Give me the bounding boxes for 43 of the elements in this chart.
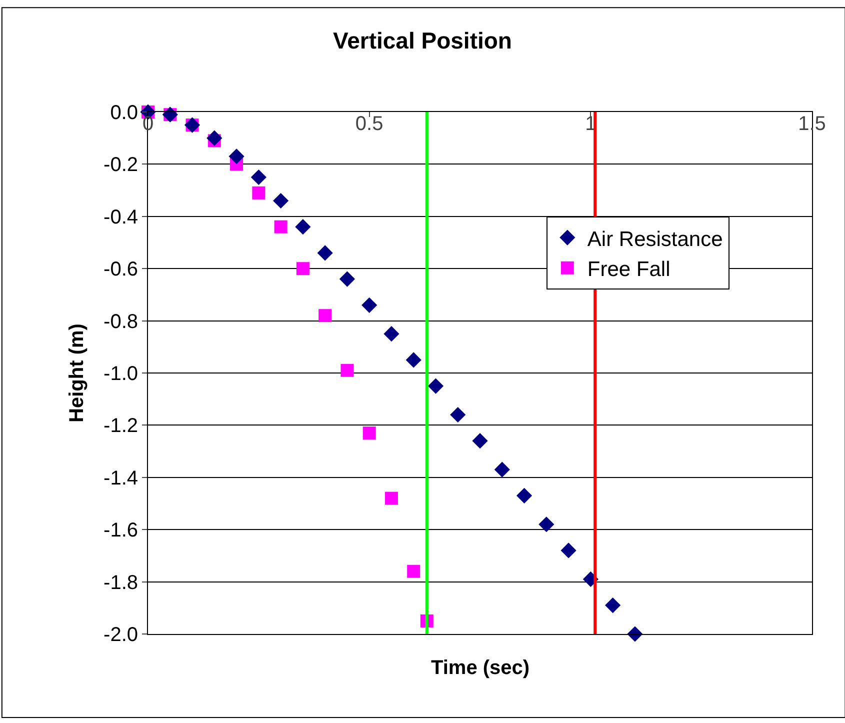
- point: [362, 426, 376, 440]
- point: [274, 220, 288, 234]
- point: [317, 245, 333, 261]
- point: [384, 492, 398, 505]
- legend-label: Free Fall: [587, 258, 670, 282]
- y-tick-label: -1.0: [104, 363, 138, 385]
- y-tick-label: -0.2: [104, 154, 138, 176]
- chart-title: Vertical Position: [333, 28, 512, 54]
- y-tick-label: -1.2: [104, 415, 138, 438]
- point: [605, 597, 621, 614]
- point: [450, 406, 466, 423]
- y-tick-label: 0.0: [110, 102, 138, 124]
- point: [273, 192, 289, 209]
- point: [362, 297, 378, 313]
- point: [472, 433, 488, 449]
- point: [384, 326, 400, 342]
- legend-label: Air Resistance: [587, 228, 723, 251]
- point: [318, 309, 332, 322]
- y-tick-label: -0.4: [104, 206, 138, 228]
- y-tick-label: -0.8: [104, 310, 138, 333]
- point: [340, 364, 354, 377]
- y-tick-label: -0.6: [104, 258, 138, 281]
- point: [228, 148, 244, 164]
- point: [252, 186, 266, 200]
- point: [206, 130, 222, 146]
- point: [407, 564, 420, 578]
- y-tick-label: -1.8: [104, 572, 138, 594]
- y-tick-label: -1.4: [104, 467, 138, 490]
- point: [295, 219, 311, 235]
- point: [428, 378, 444, 394]
- point: [250, 169, 266, 186]
- point: [296, 262, 310, 276]
- y-axis-title: Height (m): [66, 324, 88, 422]
- x-tick-label: 0.5: [355, 113, 384, 135]
- y-tick-label: -1.6: [104, 520, 138, 542]
- point: [538, 516, 554, 532]
- point: [560, 542, 576, 558]
- y-tick-label: -2.0: [104, 624, 138, 646]
- point: [494, 462, 510, 478]
- point: [516, 488, 532, 504]
- point: [339, 271, 355, 287]
- point: [406, 352, 422, 368]
- x-axis-title: Time (sec): [431, 657, 530, 679]
